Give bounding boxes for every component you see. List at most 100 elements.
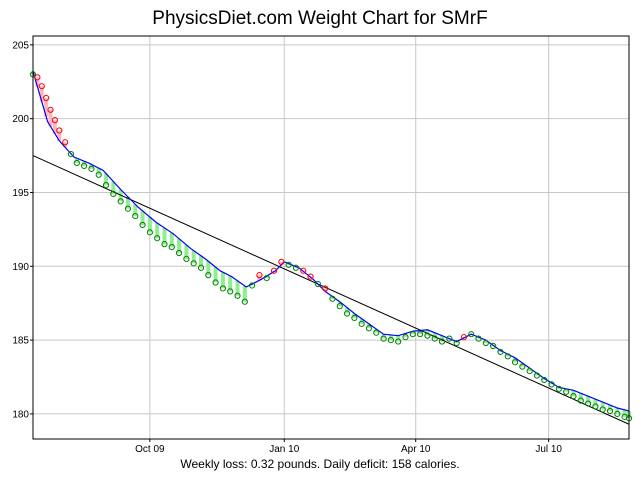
deviation-bar [250,284,255,286]
weight-point [343,310,351,317]
weight-point [183,255,190,263]
deviation-bar [542,378,547,380]
weight-point [358,320,365,327]
weight-point [43,94,50,102]
weight-point [387,336,394,344]
deviation-bar [564,388,569,392]
deviation-bar [264,276,269,279]
deviation-bar [527,368,532,372]
weight-point [234,292,241,299]
deviation-bar [198,255,203,268]
markers [29,71,633,422]
deviation-bar [374,329,379,333]
weight-point [431,335,438,342]
deviation-bar [169,232,174,248]
y-tick-label: 180 [12,409,29,420]
weight-point [548,381,555,388]
weight-point [219,285,227,292]
weight-point [592,403,599,410]
weight-point [249,282,256,289]
weight-point [417,331,424,338]
weight-point [62,139,69,146]
weight-point [402,334,409,341]
deviation-bar [534,373,539,376]
grid [33,36,629,439]
weight-point [497,348,504,356]
weight-point [51,117,59,124]
weight-point [117,198,124,205]
weight-point [175,249,183,257]
plot-frame [32,35,630,440]
chart-title: PhysicsDiet.com Weight Chart for SMrF [152,8,488,29]
y-tick-label: 185 [12,336,29,347]
deviation-bar [483,340,488,344]
weight-point [161,241,168,248]
deviation-bar [35,77,40,87]
weight-point [139,221,146,229]
weight-point [541,376,548,384]
weight-point [468,331,475,338]
deviation-bar [220,272,225,289]
y-tick-label: 190 [12,262,29,273]
weight-point [95,171,102,178]
y-tick-label: 205 [12,40,29,51]
weight-point [453,339,460,347]
weight-point [584,400,592,407]
deviation-bar [48,109,53,127]
deviation-bar [162,227,167,245]
deviation-bar [155,222,160,239]
deviation-bar [454,341,459,344]
deviation-bar [39,86,44,102]
weight-point [73,159,80,167]
deviation-bar [147,217,152,233]
weight-point [526,367,533,375]
weight-point [81,162,88,170]
weight-point [227,288,234,295]
deviation-bar [556,387,561,389]
weight-point [563,388,570,395]
weight-point [614,410,621,418]
weight-point [154,235,161,242]
deviation-bar [125,196,130,209]
weight-point [102,181,110,189]
deviation-bar [206,261,211,276]
weekly-loss-summary: Weekly loss: 0.32 pounds. Daily deficit:… [180,457,460,471]
deviation-bars [31,71,631,419]
weight-point [190,260,197,267]
x-tick-label: Oct 09 [135,444,165,455]
deviation-bar [279,261,284,265]
deviation-bar [191,250,196,264]
plot-background [33,36,629,439]
weight-point [351,314,358,322]
weight-point [47,106,54,113]
deviation-bar [133,204,138,217]
deviation-bar [104,173,109,186]
deviation-bar [177,238,182,253]
weight-point [329,295,336,302]
weight-point [205,272,212,279]
weight-point [212,279,219,286]
weight-point [197,264,205,271]
deviation-bar [622,409,627,417]
deviation-bar [323,288,328,292]
weight-point [263,274,270,282]
weight-point [380,335,387,342]
weight-point [511,359,519,366]
deviation-bar [418,330,423,335]
weight-point [606,407,614,415]
weight-point [373,329,380,336]
deviation-bar [520,362,525,367]
deviation-bar [586,396,591,404]
deviation-bar [52,120,57,134]
deviation-bar [228,275,233,292]
x-tick-label: Jan 10 [269,444,299,455]
weight-point [424,332,431,339]
weight-point [438,338,446,345]
deviation-bar [600,402,605,410]
weight-point [34,74,41,81]
deviation-bar [235,280,240,296]
deviation-bar [184,244,189,259]
deviation-bar [242,285,247,302]
deviation-bar [330,296,335,299]
